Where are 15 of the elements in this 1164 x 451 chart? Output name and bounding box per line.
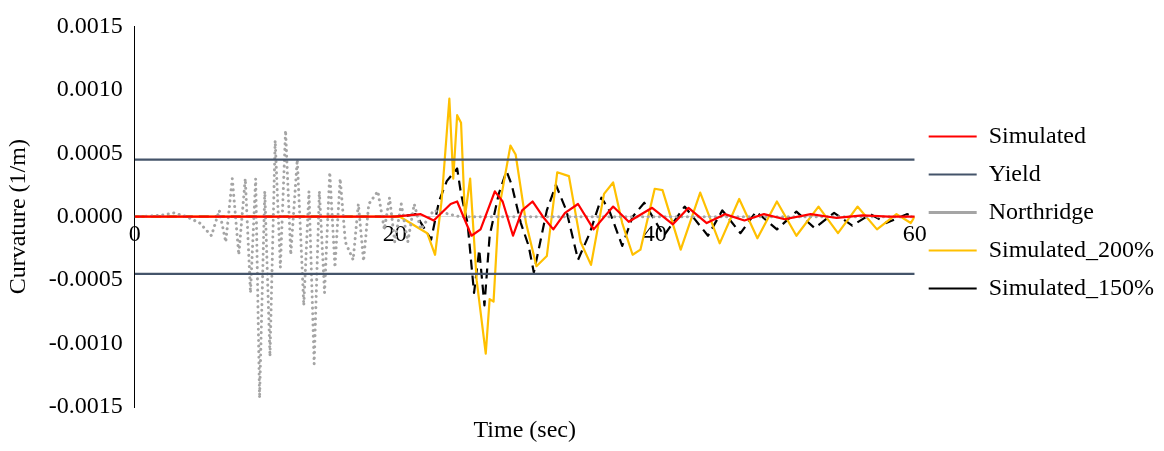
legend-label: Simulated_200% [988,235,1155,262]
x-axis-title: Time (sec) [473,416,576,443]
y-tick-label: -0.0010 [48,328,123,355]
y-tick-label: 0.0005 [56,138,123,165]
x-tick-label: 60 [902,220,927,247]
legend-label: Yield [988,159,1041,186]
legend-label: Simulated_150% [988,273,1155,300]
y-tick-label: 0.0000 [56,202,123,228]
y-tick-label: -0.0015 [48,392,123,419]
y-tick-label: 0.0010 [56,75,123,102]
y-axis-title: Curvature (1/m) [3,139,30,295]
legend-label: Simulated [988,121,1087,148]
y-tick-label: 0.0015 [56,11,123,38]
legend-label: Northridge [988,197,1094,224]
y-tick-label: -0.0005 [48,265,123,292]
